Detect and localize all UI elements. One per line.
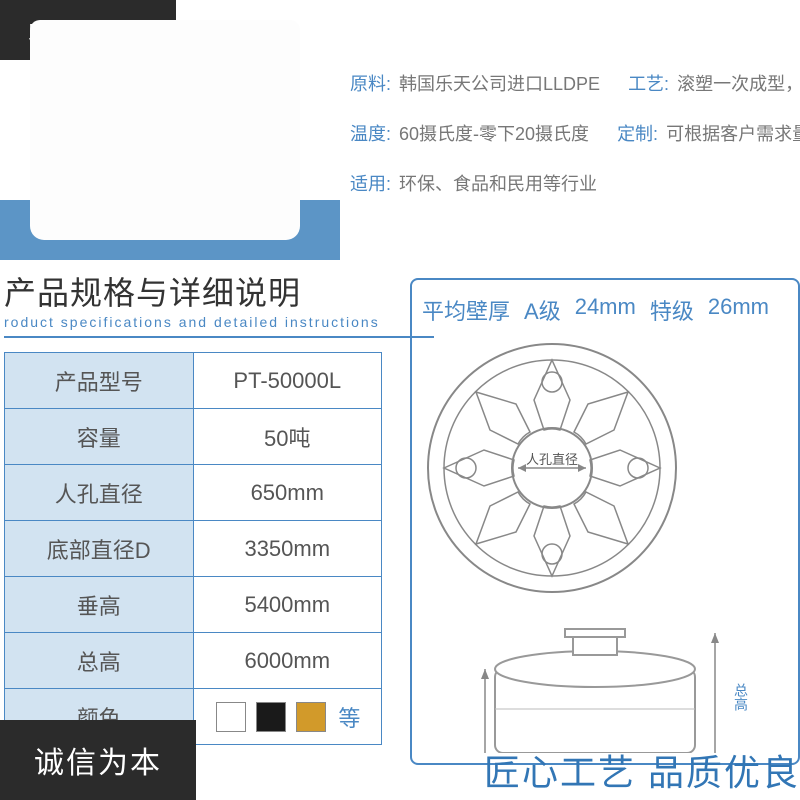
spec-val: 650mm [193,465,382,521]
diagram-title-part: 特级 [650,294,694,326]
table-row: 总高6000mm [5,633,382,689]
detail-value: 环保、食品和民用等行业 [399,170,597,196]
detail-row: 温度: 60摄氏度-零下20摄氏度 定制: 可根据客户需求量身定 [350,120,800,146]
diagram-panel: 平均壁厚 A级 24mm 特级 26mm 人孔直径 [410,278,800,765]
detail-value: 滚塑一次成型，无缝无焊 [677,70,800,96]
detail-label: 温度: [350,120,391,146]
detail-value: 60摄氏度-零下20摄氏度 [399,120,589,146]
detail-value: 韩国乐天公司进口LLDPE [399,70,600,96]
section-title-en: roduct specifications and detailed instr… [4,314,434,338]
detail-label: 原料: [350,70,391,96]
height-label: 总高 [731,683,751,711]
table-row: 产品型号PT-50000L [5,353,382,409]
spec-key: 总高 [5,633,194,689]
bottom-right-text: 匠心工艺 品质优良 [484,744,800,796]
detail-pairs: 原料: 韩国乐天公司进口LLDPE 工艺: 滚塑一次成型，无缝无焊 温度: 60… [350,70,800,220]
detail-label: 定制: [617,120,658,146]
table-row: 垂高5400mm [5,577,382,633]
diagram-title-part: A级 [524,294,561,326]
spec-val: PT-50000L [193,353,382,409]
color-swatch [296,702,326,732]
product-tank-image [30,20,300,240]
spec-key: 底部直径D [5,521,194,577]
spec-key: 产品型号 [5,353,194,409]
spec-key: 人孔直径 [5,465,194,521]
table-row: 容量50吨 [5,409,382,465]
detail-label: 工艺: [628,70,669,96]
spec-val: 3350mm [193,521,382,577]
table-row: 底部直径D3350mm [5,521,382,577]
color-suffix: 等 [338,706,360,731]
detail-value: 可根据客户需求量身定 [666,120,800,146]
spec-val-colors: 等 [193,689,382,745]
detail-row: 原料: 韩国乐天公司进口LLDPE 工艺: 滚塑一次成型，无缝无焊 [350,70,800,96]
diagram-title-part: 平均壁厚 [422,294,510,326]
color-swatch [256,702,286,732]
spec-key: 容量 [5,409,194,465]
table-row: 人孔直径650mm [5,465,382,521]
diagram-title-part: 24mm [575,294,636,326]
top-view-diagram: 人孔直径 [422,338,682,598]
spec-val: 50吨 [193,409,382,465]
bottom-left-badge: 诚信为本 [0,720,196,800]
side-view-diagram: 总高 [465,623,745,753]
section-title: 产品规格与详细说明 roduct specifications and deta… [0,268,434,338]
color-swatch [216,702,246,732]
product-image-area [0,60,340,260]
detail-row: 适用: 环保、食品和民用等行业 [350,170,800,196]
detail-label: 适用: [350,170,391,196]
spec-val: 6000mm [193,633,382,689]
manhole-label: 人孔直径 [526,452,578,467]
diagram-title-part: 26mm [708,294,769,326]
section-title-zh: 产品规格与详细说明 [4,268,434,314]
spec-table: 产品型号PT-50000L 容量50吨 人孔直径650mm 底部直径D3350m… [4,352,382,745]
diagram-title: 平均壁厚 A级 24mm 特级 26mm [422,294,788,326]
spec-key: 垂高 [5,577,194,633]
spec-val: 5400mm [193,577,382,633]
